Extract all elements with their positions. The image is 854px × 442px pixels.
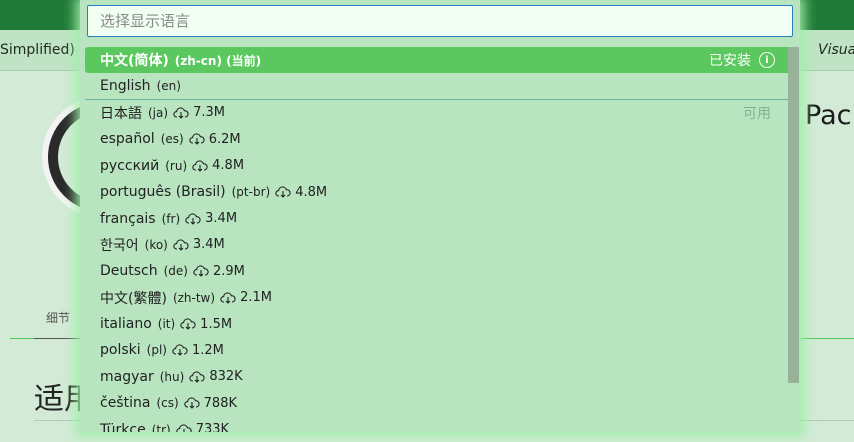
download-size: 1.5M [200,316,233,332]
download-size: 832K [209,369,243,385]
download-size: 2.1M [240,290,272,306]
language-item[interactable]: English (en) [85,73,793,100]
download-size: 3.4M [192,237,225,253]
cloud-download-icon [189,133,205,146]
language-item[interactable]: 한국어 (ko) 3.4M [85,232,793,258]
download-size: 7.3M [193,105,225,121]
language-item[interactable]: magyar (hu) 832K [85,364,793,390]
language-code: (zh-cn) (当前) [174,53,262,68]
cloud-download-icon [189,371,205,383]
language-name: Deutsch [100,263,158,280]
language-item[interactable]: français (fr) 3.4M [85,205,793,231]
cloud-download-icon [220,292,236,304]
cloud-download-icon [180,318,196,330]
cloud-download-icon [192,160,208,172]
language-item[interactable]: español (es) 6.2M [85,126,793,152]
download-size: 4.8M [212,158,245,174]
download-size: 4.8M [295,184,328,200]
language-item[interactable]: 日本語 (ja) 7.3M 可用 [85,100,793,126]
language-name: español [100,131,155,148]
language-code: (hu) [159,369,185,384]
language-name: Türkçe [100,421,146,432]
cloud-download-icon [193,265,209,278]
cloud-download-icon [172,344,188,357]
language-picker: 中文(简体) (zh-cn) (当前) 已安装 i English (en) 日本語 (ja)… [80,0,800,432]
language-item[interactable]: Deutsch (de) 2.9M [85,258,793,284]
language-list: 中文(简体) (zh-cn) (当前) 已安装 i English (en) 日本語 (ja)… [85,47,793,432]
download-size: 733K [195,422,230,432]
language-name: magyar [100,368,154,385]
language-code: (zh-tw) [172,290,216,305]
language-name: čeština [100,395,151,412]
language-code: (ko) [144,237,168,252]
language-name: русский [100,157,160,174]
language-item[interactable]: русский (ru) 4.8M [85,153,793,179]
language-code: (ja) [148,105,169,120]
cloud-download-icon [173,239,189,251]
language-item[interactable]: 中文(繁體) (zh-tw) 2.1M [85,285,793,311]
language-code: (it) [157,317,176,332]
language-code: (es) [160,132,184,147]
download-size: 6.2M [208,131,241,147]
language-name: português (Brasil) [100,184,226,201]
installed-label: 已安装 [709,53,751,70]
language-name: 한국어 [100,237,139,254]
language-name: 日本語 [100,105,142,122]
editor-tab[interactable]: Visual St [818,42,854,58]
language-code: (en) [156,79,181,94]
extension-title: Pac [805,100,852,131]
editor-tab[interactable]: Simplified) ( [0,42,85,58]
info-icon[interactable]: i [759,52,775,69]
language-name: polski [100,342,141,359]
language-name: 中文(繁體) [100,290,167,307]
language-code: (fr) [161,211,181,226]
download-size: 1.2M [191,342,224,358]
cloud-download-icon [173,107,189,119]
language-name: italiano [100,316,152,333]
language-name: 中文(简体) [100,53,169,70]
language-item[interactable]: português (Brasil) (pt-br) 4.8M [85,179,793,205]
cloud-download-icon [185,212,201,225]
language-code: (tr) [151,422,171,432]
language-code: (pt-br) [231,185,271,200]
language-item[interactable]: italiano (it) 1.5M [85,311,793,337]
language-code: (pl) [146,343,167,358]
tab-details[interactable]: 细节 [46,311,71,325]
cloud-download-icon [176,424,192,432]
language-item[interactable]: čeština (cs) 788K [85,390,793,416]
active-tab-indicator [34,338,94,339]
download-size: 788K [203,395,237,411]
language-code: (de) [163,264,188,279]
cloud-download-icon [275,186,291,198]
language-item[interactable]: polski (pl) 1.2M [85,337,793,363]
language-name: français [100,210,156,227]
language-search-input[interactable] [87,5,793,37]
scrollbar[interactable] [788,47,799,383]
language-item[interactable]: 中文(简体) (zh-cn) (当前) 已安装 i [85,47,793,74]
language-code: (cs) [156,396,179,411]
language-item[interactable]: Türkçe (tr) 733K [85,416,793,432]
cloud-download-icon [184,397,200,410]
download-size: 2.9M [213,263,245,279]
available-label: 可用 [743,105,771,122]
language-name: English [100,78,151,95]
language-code: (ru) [165,158,188,173]
download-size: 3.4M [205,211,238,227]
